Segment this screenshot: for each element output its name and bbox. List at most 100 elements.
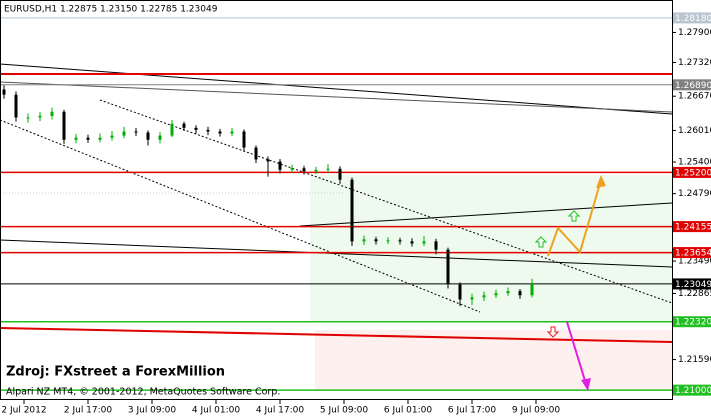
- candle-body: [530, 283, 534, 296]
- candle-body: [110, 135, 114, 138]
- candle-body: [278, 161, 282, 170]
- x-tick-label: 2 Jul 17:00: [64, 406, 113, 416]
- candle-body: [434, 241, 438, 250]
- trend-line: [0, 239, 673, 268]
- candle-body: [206, 129, 210, 132]
- y-tick-label: 1.27320: [678, 58, 711, 68]
- candle-body: [134, 131, 138, 133]
- chart-title: EURUSD,H1 1.22875 1.23150 1.22785 1.2304…: [4, 5, 218, 15]
- buy-signal: [567, 210, 581, 222]
- level-box: [673, 79, 711, 91]
- level-box: [673, 278, 711, 290]
- level-label: 1.22320: [675, 318, 711, 328]
- candle-body: [410, 241, 414, 244]
- x-tick-label: 6 Jul 01:00: [384, 406, 433, 416]
- candle-body: [218, 131, 222, 134]
- candle-body: [494, 293, 498, 296]
- candle-body: [146, 132, 150, 140]
- y-tick-label: 1.25400: [678, 158, 711, 168]
- x-tick-label: 3 Jul 09:00: [128, 406, 177, 416]
- candle-body: [158, 135, 162, 140]
- candles: [2, 85, 534, 307]
- level-box: [673, 316, 711, 328]
- candle-body: [170, 123, 174, 136]
- trend-line: [0, 63, 673, 115]
- candle-body: [398, 240, 402, 242]
- arrow-head: [581, 378, 591, 391]
- candle-body: [374, 239, 378, 242]
- scenario-down-arrow: [566, 321, 587, 385]
- scenario-up-arrow: [547, 179, 602, 257]
- x-tick-label: 5 Jul 09:00: [320, 406, 369, 416]
- y-tick-label: 1.21590: [678, 355, 711, 365]
- candle-body: [14, 94, 18, 118]
- target-zone-up: [310, 175, 672, 322]
- y-tick-label: 1.26010: [678, 126, 711, 136]
- candle-body: [194, 127, 198, 130]
- candle-body: [26, 117, 30, 119]
- level-box: [673, 166, 711, 178]
- candle-body: [2, 89, 6, 95]
- level-box: [673, 247, 711, 259]
- candle-body: [338, 168, 342, 180]
- y-tick-label: 1.26670: [678, 92, 711, 102]
- level-box: [673, 384, 711, 396]
- plot-frame: [0, 0, 673, 400]
- trend-line: [0, 81, 673, 113]
- support-line: [0, 327, 673, 343]
- level-label: 1.26890: [675, 81, 711, 91]
- level-box: [673, 221, 711, 233]
- x-tick-label: 2 Jul 2012: [1, 406, 46, 416]
- candle-body: [230, 131, 234, 134]
- y-tick-label: 1.22865: [678, 289, 711, 299]
- candle-body: [482, 295, 486, 298]
- y-tick-label: 1.27900: [678, 28, 711, 38]
- candle-body: [518, 291, 522, 296]
- x-tick-label: 6 Jul 17:00: [448, 406, 497, 416]
- candle-body: [386, 240, 390, 242]
- candle-body: [74, 137, 78, 140]
- level-label: 1.24155: [675, 223, 711, 233]
- trend-line: [299, 202, 673, 227]
- candle-body: [98, 137, 102, 140]
- candle-body: [182, 123, 186, 128]
- y-tick-label: 1.23490: [678, 257, 711, 267]
- candle-body: [326, 168, 330, 170]
- candle-body: [122, 131, 126, 136]
- candle-body: [506, 291, 510, 294]
- x-tick-label: 9 Jul 09:00: [512, 406, 561, 416]
- candle-body: [302, 168, 306, 172]
- sell-signal: [546, 326, 560, 338]
- x-tick-label: 4 Jul 01:00: [192, 406, 241, 416]
- candle-body: [242, 131, 246, 148]
- candle-body: [290, 168, 294, 170]
- level-box: [673, 12, 711, 24]
- candle-body: [362, 239, 366, 242]
- channel-upper: [99, 99, 673, 304]
- x-tick-label: 4 Jul 17:00: [256, 406, 305, 416]
- candle-body: [50, 111, 54, 116]
- levels: [0, 17, 672, 391]
- candle-body: [470, 297, 474, 300]
- y-tick-label: 1.24790: [678, 189, 711, 199]
- candle-body: [266, 159, 270, 162]
- candle-body: [62, 111, 66, 140]
- candle-body: [446, 249, 450, 285]
- candle-body: [458, 284, 462, 300]
- source-note: Zdroj: FXstreet a ForexMillion: [6, 365, 225, 380]
- level-label: 1.25200: [675, 168, 711, 178]
- copyright: Alpari NZ MT4, © 2001-2012, MetaQuotes S…: [6, 387, 280, 398]
- candle-body: [86, 137, 90, 140]
- candle-body: [350, 179, 354, 242]
- arrow-head: [596, 175, 606, 188]
- candle-body: [314, 169, 318, 172]
- level-label: 1.28180: [675, 14, 711, 24]
- level-label: 1.23049: [675, 280, 711, 290]
- candle-body: [38, 115, 42, 118]
- candle-body: [422, 241, 426, 244]
- buy-signal: [534, 236, 548, 248]
- candle-body: [254, 147, 258, 160]
- level-label: 1.21000: [675, 386, 711, 396]
